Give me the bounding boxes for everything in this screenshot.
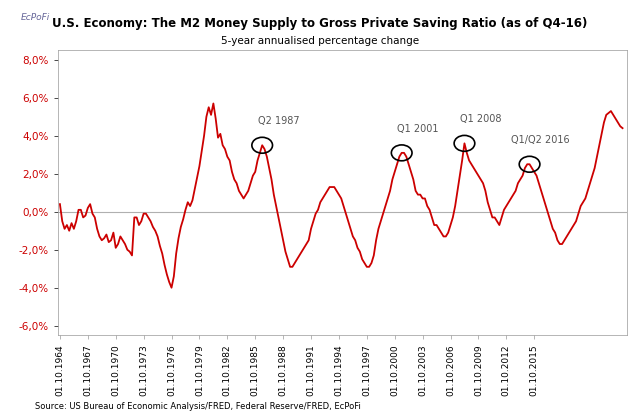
Text: Source: US Bureau of Economic Analysis/FRED, Federal Reserve/FRED, EcPoFi: Source: US Bureau of Economic Analysis/F…: [35, 402, 361, 411]
Text: 5-year annualised percentage change: 5-year annualised percentage change: [221, 36, 419, 46]
Text: U.S. Economy: The M2 Money Supply to Gross Private Saving Ratio (as of Q4-16): U.S. Economy: The M2 Money Supply to Gro…: [52, 17, 588, 30]
Text: Q1 2008: Q1 2008: [460, 114, 501, 124]
Text: Q1 2001: Q1 2001: [397, 124, 438, 134]
Text: Q1/Q2 2016: Q1/Q2 2016: [511, 135, 570, 145]
Text: Q2 1987: Q2 1987: [257, 116, 299, 126]
Text: EcPoFi: EcPoFi: [20, 13, 50, 21]
